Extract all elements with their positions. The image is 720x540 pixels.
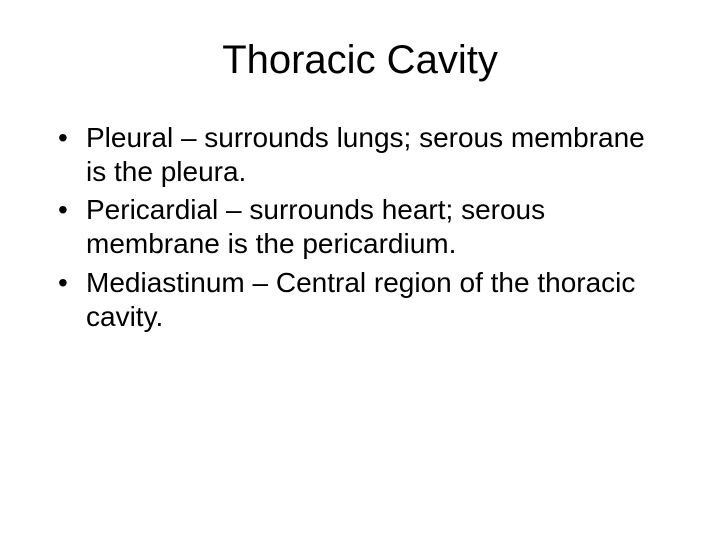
list-item: Mediastinum – Central region of the thor… [50,266,670,334]
slide-body: Pleural – surrounds lungs; serous membra… [0,103,720,334]
slide-title: Thoracic Cavity [0,0,720,103]
slide: Thoracic Cavity Pleural – surrounds lung… [0,0,720,540]
list-item: Pleural – surrounds lungs; serous membra… [50,121,670,189]
list-item: Pericardial – surrounds heart; serous me… [50,193,670,261]
bullet-list: Pleural – surrounds lungs; serous membra… [50,121,670,334]
